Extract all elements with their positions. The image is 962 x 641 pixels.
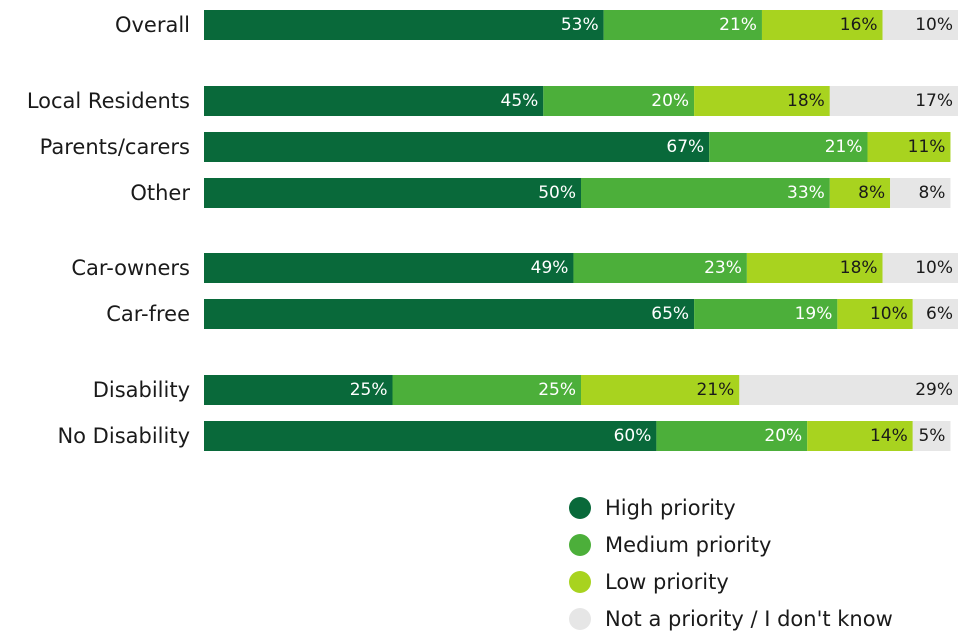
category-label: Car-free bbox=[106, 302, 190, 326]
bar-segment-medium-priority bbox=[694, 299, 838, 329]
value-label: 18% bbox=[840, 258, 878, 278]
value-label: 49% bbox=[531, 258, 569, 278]
legend-label: Low priority bbox=[605, 570, 729, 594]
bar-rows: Overall 53% 21% 16% 10% Local Residents 45% 20%… bbox=[27, 10, 958, 451]
bar-segment-low-priority bbox=[867, 132, 951, 162]
bar-row-car-free: Car-free 65% 19% 10% 6% bbox=[106, 299, 958, 329]
bar-row-no-disability: No Disability 60% 20% 14% 5% bbox=[57, 421, 951, 451]
value-label: 45% bbox=[501, 91, 539, 111]
bar-segment-medium-priority bbox=[573, 253, 747, 283]
value-label: 20% bbox=[651, 91, 689, 111]
legend-label: Not a priority / I don't know bbox=[605, 607, 893, 631]
bar-segment-high-priority bbox=[204, 132, 710, 162]
value-label: 14% bbox=[870, 426, 908, 446]
value-label: 17% bbox=[915, 91, 953, 111]
value-label: 67% bbox=[666, 137, 704, 157]
legend-item-not-a-priority-i-don-t-know: Not a priority / I don't know bbox=[569, 607, 893, 631]
bar-segment-not-a-priority-i-don-t-know bbox=[912, 421, 951, 451]
bar-segment-high-priority bbox=[204, 86, 544, 116]
value-label: 11% bbox=[908, 137, 946, 157]
legend-item-high-priority: High priority bbox=[569, 496, 736, 520]
bar-row-overall: Overall 53% 21% 16% 10% bbox=[115, 10, 958, 40]
category-label: Other bbox=[130, 181, 190, 205]
category-label: Car-owners bbox=[71, 256, 190, 280]
bar-segment-low-priority bbox=[829, 178, 891, 208]
legend-marker bbox=[569, 608, 591, 630]
bar-row-local-residents: Local Residents 45% 20% 18% 17% bbox=[27, 86, 958, 116]
bar-segment-medium-priority bbox=[581, 178, 830, 208]
bar-segment-low-priority bbox=[746, 253, 883, 283]
bar-segment-medium-priority bbox=[392, 375, 581, 405]
value-label: 65% bbox=[651, 304, 689, 324]
value-label: 10% bbox=[915, 15, 953, 35]
value-label: 21% bbox=[825, 137, 863, 157]
value-label: 21% bbox=[697, 380, 735, 400]
bar-segment-not-a-priority-i-don-t-know bbox=[882, 253, 958, 283]
legend-marker bbox=[569, 571, 591, 593]
value-label: 60% bbox=[614, 426, 652, 446]
value-label: 21% bbox=[719, 15, 757, 35]
value-label: 10% bbox=[870, 304, 908, 324]
bar-segment-medium-priority bbox=[709, 132, 868, 162]
value-label: 50% bbox=[538, 183, 576, 203]
bar-segment-high-priority bbox=[204, 375, 393, 405]
legend-label: Medium priority bbox=[605, 533, 771, 557]
value-label: 6% bbox=[926, 304, 953, 324]
value-label: 8% bbox=[918, 183, 945, 203]
bar-segment-not-a-priority-i-don-t-know bbox=[912, 299, 958, 329]
bar-segment-low-priority bbox=[837, 299, 913, 329]
category-label: Parents/carers bbox=[40, 135, 190, 159]
value-label: 29% bbox=[915, 380, 953, 400]
bar-segment-high-priority bbox=[204, 10, 604, 40]
value-label: 25% bbox=[538, 380, 576, 400]
bar-segment-not-a-priority-i-don-t-know bbox=[829, 86, 958, 116]
value-label: 16% bbox=[840, 15, 878, 35]
legend-item-medium-priority: Medium priority bbox=[569, 533, 771, 557]
category-label: No Disability bbox=[57, 424, 190, 448]
value-label: 8% bbox=[858, 183, 885, 203]
value-label: 20% bbox=[764, 426, 802, 446]
bar-segment-high-priority bbox=[204, 299, 695, 329]
value-label: 33% bbox=[787, 183, 825, 203]
value-label: 10% bbox=[915, 258, 953, 278]
legend: High priority Medium priority Low priority… bbox=[569, 496, 893, 631]
legend-marker bbox=[569, 534, 591, 556]
value-label: 25% bbox=[350, 380, 388, 400]
bar-segment-low-priority bbox=[807, 421, 913, 451]
legend-marker bbox=[569, 497, 591, 519]
value-label: 18% bbox=[787, 91, 825, 111]
legend-item-low-priority: Low priority bbox=[569, 570, 729, 594]
category-label: Local Residents bbox=[27, 89, 190, 113]
bar-segment-low-priority bbox=[694, 86, 830, 116]
bar-segment-low-priority bbox=[761, 10, 883, 40]
bar-segment-not-a-priority-i-don-t-know bbox=[882, 10, 958, 40]
value-label: 5% bbox=[918, 426, 945, 446]
category-label: Disability bbox=[93, 378, 190, 402]
bar-row-disability: Disability 25% 25% 21% 29% bbox=[93, 375, 958, 405]
category-label: Overall bbox=[115, 13, 190, 37]
value-label: 19% bbox=[795, 304, 833, 324]
value-label: 23% bbox=[704, 258, 742, 278]
bar-segment-high-priority bbox=[204, 421, 657, 451]
bar-row-other: Other 50% 33% 8% 8% bbox=[130, 178, 951, 208]
bar-segment-medium-priority bbox=[656, 421, 808, 451]
bar-segment-high-priority bbox=[204, 253, 574, 283]
bar-segment-high-priority bbox=[204, 178, 581, 208]
bar-row-car-owners: Car-owners 49% 23% 18% 10% bbox=[71, 253, 958, 283]
bar-segment-not-a-priority-i-don-t-know bbox=[890, 178, 951, 208]
bar-segment-low-priority bbox=[581, 375, 740, 405]
value-label: 53% bbox=[561, 15, 599, 35]
bar-segment-not-a-priority-i-don-t-know bbox=[739, 375, 958, 405]
bar-segment-medium-priority bbox=[603, 10, 762, 40]
bar-segment-medium-priority bbox=[543, 86, 695, 116]
bar-row-parents-carers: Parents/carers 67% 21% 11% bbox=[40, 132, 951, 162]
legend-label: High priority bbox=[605, 496, 736, 520]
